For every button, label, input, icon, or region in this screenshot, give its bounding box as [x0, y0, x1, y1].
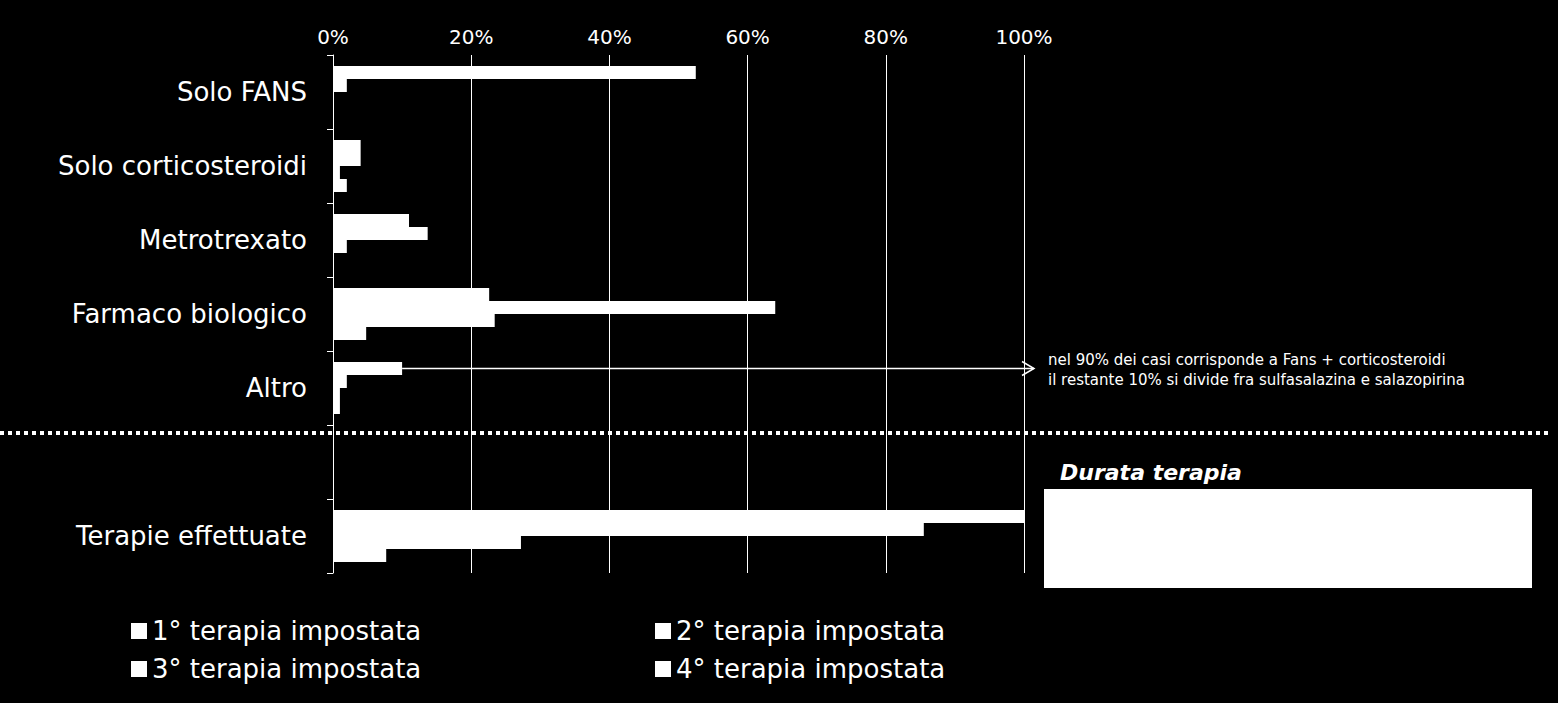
svg-text:Altro: Altro — [246, 373, 307, 403]
svg-text:2° terapia impostata: 2° terapia impostata — [676, 616, 945, 646]
svg-text:40%: 40% — [587, 25, 631, 49]
svg-text:il restante 10% si divide fra: il restante 10% si divide fra sulfasalaz… — [1048, 371, 1465, 389]
svg-text:100%: 100% — [995, 25, 1052, 49]
svg-text:Solo FANS: Solo FANS — [177, 77, 307, 107]
svg-text:80%: 80% — [864, 25, 908, 49]
svg-text:3° terapia impostata: 3° terapia impostata — [152, 654, 421, 684]
svg-text:20%: 20% — [449, 25, 493, 49]
svg-text:Terapie effettuate: Terapie effettuate — [75, 521, 307, 551]
svg-text:4° terapia impostata: 4° terapia impostata — [676, 654, 945, 684]
svg-text:60%: 60% — [725, 25, 769, 49]
svg-text:Solo corticosteroidi: Solo corticosteroidi — [58, 151, 307, 181]
svg-text:nel 90% dei casi corrisponde a: nel 90% dei casi corrisponde a Fans + co… — [1048, 351, 1446, 369]
svg-text:Metrotrexato: Metrotrexato — [139, 225, 307, 255]
svg-text:Farmaco biologico: Farmaco biologico — [72, 299, 307, 329]
svg-text:1° terapia impostata: 1° terapia impostata — [152, 616, 421, 646]
svg-text:0%: 0% — [317, 25, 349, 49]
svg-text:Durata terapia: Durata terapia — [1060, 460, 1242, 485]
